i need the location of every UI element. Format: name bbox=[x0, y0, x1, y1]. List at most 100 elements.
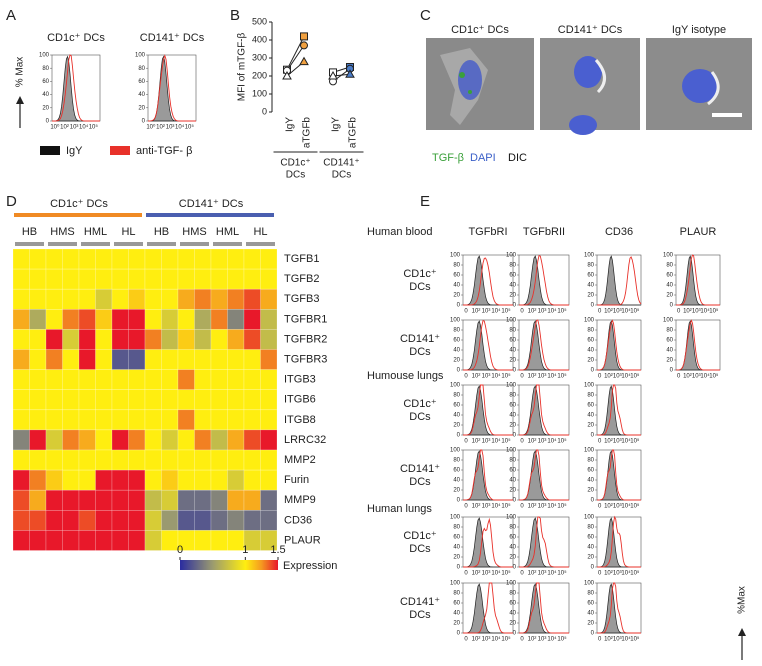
stain-line bbox=[597, 256, 642, 306]
heat-cell bbox=[161, 369, 179, 391]
label: 40 bbox=[453, 545, 460, 551]
label: 80 bbox=[587, 591, 594, 597]
heat-cell bbox=[62, 349, 80, 370]
label: 100 bbox=[584, 581, 595, 587]
heat-cell bbox=[144, 469, 162, 491]
label: 0 bbox=[520, 571, 524, 577]
heat-cell bbox=[95, 329, 113, 350]
label: 10⁵ bbox=[630, 373, 640, 380]
label: MMP2 bbox=[284, 454, 316, 466]
label: 10⁴ bbox=[547, 438, 557, 445]
label: CD141⁺ bbox=[400, 596, 440, 608]
label: 40 bbox=[509, 545, 516, 551]
label: CD141⁺ bbox=[400, 333, 440, 345]
heat-cell bbox=[111, 288, 129, 310]
label: 10² bbox=[472, 439, 481, 445]
subgroup-bar bbox=[48, 242, 77, 246]
label: 10⁴ bbox=[491, 503, 501, 510]
label: Expression bbox=[283, 560, 337, 572]
heat-cell bbox=[194, 449, 212, 471]
label: 40 bbox=[509, 283, 516, 289]
heat-cell bbox=[161, 329, 179, 350]
label: 10³ bbox=[482, 309, 491, 315]
heat-cell bbox=[62, 389, 80, 411]
stain-line bbox=[519, 254, 569, 306]
heat-cell bbox=[128, 530, 146, 551]
label: Furin bbox=[284, 474, 309, 486]
label: 100 bbox=[584, 318, 595, 324]
heat-cell bbox=[194, 509, 212, 531]
heat-cell bbox=[177, 389, 195, 411]
label: C bbox=[420, 7, 431, 24]
heat-cell bbox=[45, 329, 63, 350]
label: 10³ bbox=[538, 309, 547, 315]
label: 10⁵ bbox=[501, 636, 511, 643]
label: 100 bbox=[584, 515, 595, 521]
heat-cell bbox=[210, 409, 228, 431]
label: 0 bbox=[520, 439, 524, 445]
label: 1.5 bbox=[270, 544, 285, 556]
heat-cell bbox=[194, 429, 212, 451]
subgroup-bar bbox=[114, 242, 143, 246]
heat-cell bbox=[161, 389, 179, 411]
heat-cell bbox=[62, 268, 80, 290]
label: 10⁴ bbox=[79, 124, 89, 131]
heat-cell bbox=[111, 469, 129, 491]
label: 10² bbox=[528, 637, 537, 643]
stain-line bbox=[597, 582, 641, 634]
heat-cell bbox=[177, 248, 195, 270]
heat-cell bbox=[62, 449, 80, 471]
heat-cell bbox=[260, 409, 278, 431]
label: 100 bbox=[450, 318, 461, 324]
label: 20 bbox=[509, 621, 516, 627]
heat-cell bbox=[194, 329, 212, 350]
heat-cell bbox=[62, 509, 80, 531]
label: 100 bbox=[506, 581, 517, 587]
heat-cell bbox=[177, 329, 195, 350]
label: B bbox=[230, 7, 240, 24]
label: 0 bbox=[598, 637, 602, 643]
heat-cell bbox=[194, 530, 212, 551]
stain-line bbox=[597, 384, 641, 436]
label: 0 bbox=[464, 374, 468, 380]
heat-cell bbox=[95, 288, 113, 310]
heat-cell bbox=[227, 248, 245, 270]
heat-cell bbox=[78, 288, 96, 310]
heat-cell bbox=[95, 489, 113, 511]
label: 10³ bbox=[538, 504, 547, 510]
label: DCs bbox=[409, 543, 431, 555]
label: 10² bbox=[472, 504, 481, 510]
label: 10⁵ bbox=[501, 503, 511, 510]
stain-line bbox=[148, 54, 196, 122]
label: ITGB3 bbox=[284, 374, 316, 386]
label: 0 bbox=[457, 498, 461, 504]
heat-cell bbox=[161, 489, 179, 511]
series-line bbox=[286, 36, 305, 70]
heat-cell bbox=[177, 268, 195, 290]
label: 60 bbox=[453, 535, 460, 541]
plot-frame bbox=[462, 449, 514, 501]
label: 80 bbox=[453, 328, 460, 334]
label: 80 bbox=[666, 263, 673, 269]
heat-cell bbox=[12, 268, 30, 290]
label: 10⁴ bbox=[547, 308, 557, 315]
label: 80 bbox=[509, 458, 516, 464]
label: 0 bbox=[591, 433, 595, 439]
label: 10⁵ bbox=[557, 308, 567, 315]
label: 80 bbox=[453, 458, 460, 464]
label: 20 bbox=[666, 293, 673, 299]
heat-cell bbox=[161, 349, 179, 370]
label: 0 bbox=[677, 374, 681, 380]
label: 100 bbox=[506, 318, 517, 324]
heat-cell bbox=[95, 449, 113, 471]
heat-cell bbox=[78, 248, 96, 270]
label: 10² bbox=[472, 637, 481, 643]
label: 20 bbox=[453, 293, 460, 299]
label: CD36 bbox=[284, 514, 312, 526]
label: 200 bbox=[252, 70, 267, 80]
label: 80 bbox=[138, 66, 145, 72]
heat-cell bbox=[95, 268, 113, 290]
label: 60 bbox=[42, 79, 49, 85]
heat-cell bbox=[62, 429, 80, 451]
heat-cell bbox=[144, 530, 162, 551]
